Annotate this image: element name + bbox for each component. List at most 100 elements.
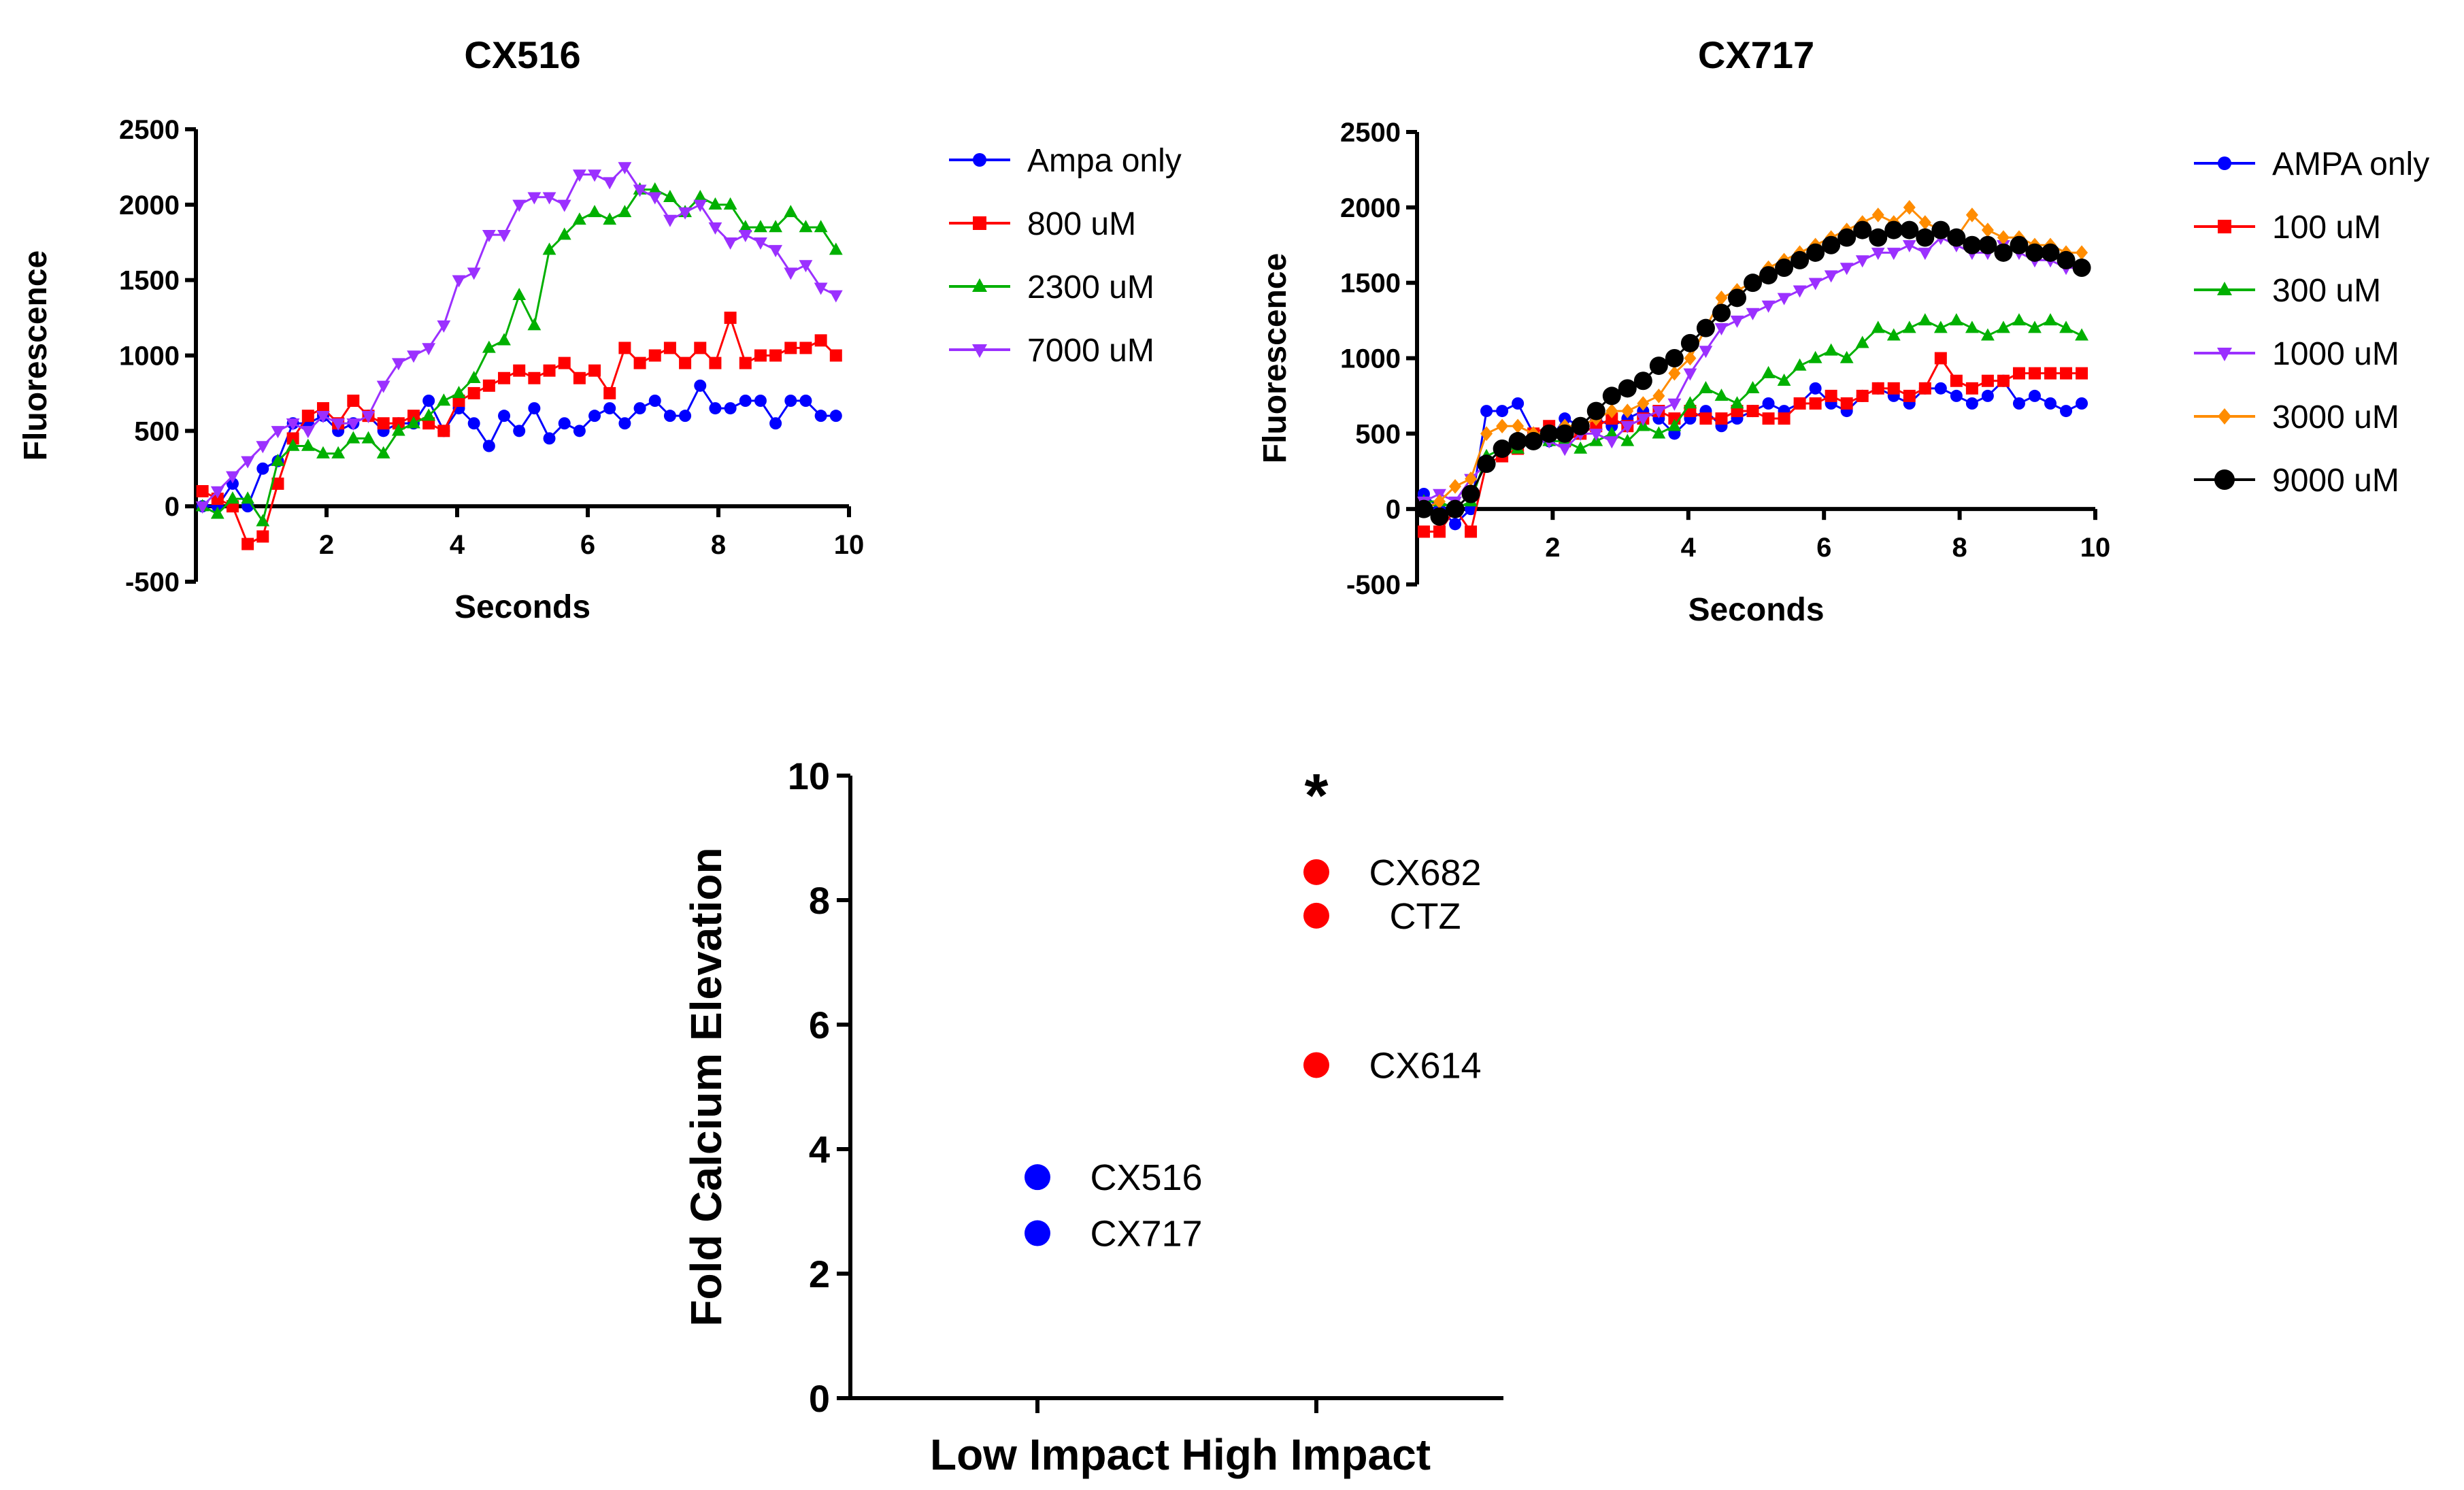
- data-point: [693, 199, 707, 212]
- data-point: [679, 410, 692, 423]
- data-point: [467, 386, 480, 399]
- data-point: [1496, 418, 1509, 434]
- data-point: [1461, 484, 1480, 503]
- data-point: [196, 485, 209, 497]
- data-point: [256, 441, 270, 454]
- data-point: [814, 410, 827, 423]
- data-point: [588, 364, 601, 377]
- data-point: [543, 364, 556, 377]
- data-point: [452, 386, 466, 399]
- data-point: [1918, 382, 1931, 395]
- data-point: [1839, 350, 1854, 363]
- data-point: [1918, 248, 1932, 261]
- data-point: [769, 220, 783, 233]
- data-point: [1775, 259, 1794, 277]
- data-point: [301, 426, 315, 439]
- data-point-cx717: [1025, 1220, 1050, 1246]
- data-point: [528, 371, 541, 384]
- data-point: [618, 342, 631, 354]
- data-point: [1680, 333, 1699, 352]
- data-point: [2012, 367, 2025, 380]
- data-point: [784, 205, 798, 218]
- x-tick-label: 4: [1681, 533, 1697, 563]
- data-point: [1806, 243, 1825, 262]
- data-point: [452, 275, 466, 288]
- data-point: [1605, 426, 1619, 439]
- legend-label: 800 uM: [1027, 206, 1136, 242]
- data-point: [1571, 416, 1590, 435]
- data-point: [482, 229, 496, 242]
- data-point: [1667, 418, 1682, 431]
- data-point: [1965, 397, 1978, 410]
- data-point: [542, 192, 556, 205]
- data-point: [829, 290, 843, 303]
- data-point: [769, 417, 782, 430]
- y-axis-label: Fold Calcium Elevation: [682, 847, 731, 1326]
- data-point: [271, 426, 285, 439]
- data-point: [256, 530, 269, 543]
- data-point: [422, 408, 436, 421]
- y-tick-label: 0: [165, 492, 180, 522]
- data-point: [1931, 220, 1950, 239]
- data-point: [377, 417, 390, 430]
- data-point: [1465, 471, 1478, 486]
- data-point: [1762, 397, 1775, 410]
- data-point: [1808, 278, 1822, 291]
- point-label-cx614: CX614: [1369, 1045, 1481, 1086]
- data-point: [1918, 215, 1931, 230]
- data-point: [1652, 388, 1665, 403]
- legend-marker: [2214, 469, 2235, 490]
- point-label-cx516: CX516: [1090, 1157, 1202, 1198]
- data-point: [1714, 322, 1729, 335]
- data-point: [1949, 313, 1963, 326]
- data-point: [2041, 243, 2060, 262]
- data-point: [1853, 220, 1872, 239]
- y-tick-label: 2000: [119, 191, 180, 220]
- data-point: [572, 212, 586, 225]
- data-point: [195, 501, 210, 514]
- data-point: [557, 199, 571, 212]
- data-point: [301, 438, 315, 451]
- data-point: [603, 177, 617, 190]
- data-point: [1699, 346, 1713, 359]
- x-tick-label: 2: [1545, 533, 1560, 563]
- y-tick-label: -500: [125, 567, 180, 597]
- data-point: [633, 402, 646, 415]
- data-point: [1589, 429, 1603, 442]
- data-point: [708, 197, 722, 210]
- data-point: [1696, 318, 1715, 337]
- y-tick-label: 1500: [119, 266, 180, 296]
- data-point: [663, 410, 676, 423]
- data-point: [346, 431, 361, 444]
- data-point: [407, 350, 420, 363]
- data-point: [1699, 381, 1713, 394]
- data-point: [391, 423, 405, 436]
- chart-title: CX717: [1698, 33, 1814, 76]
- data-point: [286, 432, 299, 445]
- data-point: [1759, 266, 1778, 285]
- data-point: [1665, 349, 1684, 367]
- data-point: [1574, 441, 1588, 454]
- data-point: [1508, 431, 1527, 450]
- data-point: [799, 342, 812, 354]
- data-point: [2076, 245, 2088, 261]
- y-tick-label: 1500: [1340, 269, 1401, 299]
- data-point: [467, 267, 481, 280]
- data-point: [723, 197, 737, 210]
- data-point: [754, 220, 767, 233]
- data-point: [1746, 381, 1760, 394]
- data-point: [648, 182, 662, 195]
- data-point-cx682: [1303, 859, 1329, 885]
- data-point: [603, 402, 616, 415]
- y-tick-label: 2000: [1340, 193, 1401, 223]
- x-tick-label: 6: [1816, 533, 1831, 563]
- data-point: [512, 288, 527, 301]
- data-point: [723, 237, 737, 250]
- data-point: [648, 349, 661, 362]
- legend-marker: [972, 344, 987, 358]
- data-point: [1840, 397, 1853, 410]
- data-point: [1884, 220, 1903, 239]
- x-tick-label: 6: [580, 530, 595, 560]
- data-point: [678, 207, 692, 220]
